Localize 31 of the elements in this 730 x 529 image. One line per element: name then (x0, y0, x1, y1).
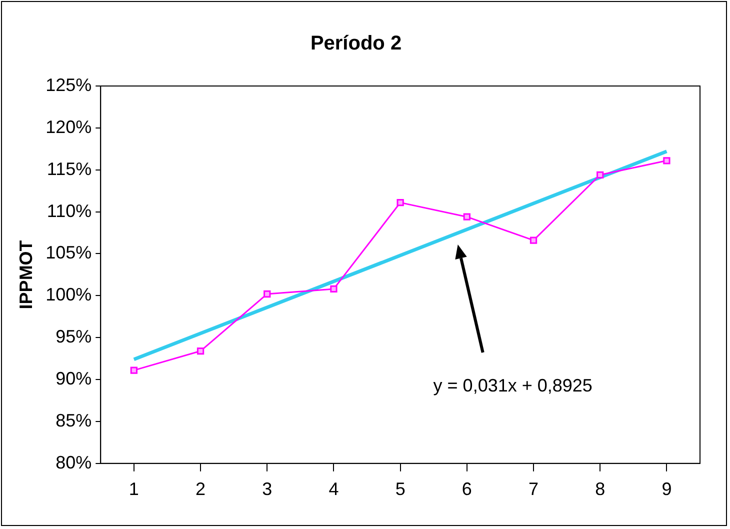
y-tick-label: 115% (46, 158, 92, 179)
y-tick-label: 85% (56, 410, 92, 430)
y-axis-title: IPPMOT (16, 240, 36, 310)
point (196, 347, 204, 355)
annotation: y = 0,031x + 0,8925 (433, 375, 592, 396)
x-tick-label: 5 (395, 479, 406, 500)
point (330, 285, 338, 293)
y-tick-label: 105% (46, 242, 92, 263)
x-tick-label: 3 (262, 479, 272, 500)
x-tick-label: 9 (662, 479, 672, 500)
point (596, 171, 604, 178)
y-tick-label: 120% (46, 116, 92, 137)
x-tick-label: 2 (196, 479, 206, 500)
point (530, 236, 538, 244)
y-tick-label: 125% (46, 74, 92, 95)
y-tick-label: 95% (56, 326, 92, 347)
y-tick-label: 100% (46, 284, 92, 305)
y-tick-label: 110% (46, 200, 92, 221)
chart-title: Período 2 (310, 32, 402, 55)
y-tick-label: 90% (56, 368, 92, 388)
x-tick-label: 4 (328, 479, 339, 500)
x-tick-label: 7 (528, 479, 539, 500)
point (264, 290, 271, 298)
y-tick-label: 80% (56, 452, 92, 472)
point (663, 157, 670, 164)
point (396, 198, 404, 206)
point (130, 366, 138, 374)
x-tick-label: 8 (595, 479, 606, 500)
x-tick-label: 1 (128, 479, 139, 500)
point (463, 213, 470, 220)
x-tick-label: 6 (462, 479, 472, 500)
